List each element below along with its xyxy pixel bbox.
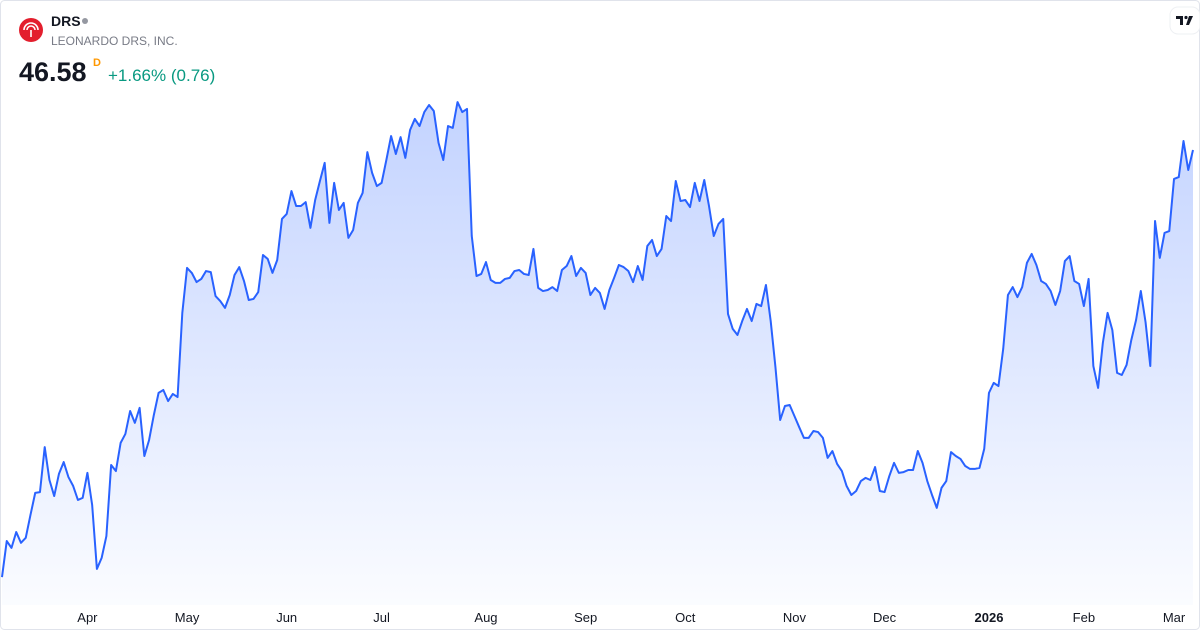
x-tick-label: Oct [675, 610, 696, 625]
x-tick-label: Jun [276, 610, 297, 625]
x-tick-label: Nov [783, 610, 807, 625]
x-tick-label: Sep [574, 610, 597, 625]
x-tick-label: Apr [77, 610, 98, 625]
area-fill [2, 102, 1193, 605]
x-tick-label: Feb [1073, 610, 1095, 625]
price-change: +1.66% (0.76) [108, 66, 215, 85]
plot-area: Apr May Jun Jul Aug Sep Oct Nov Dec 2026 Feb Mar [1, 101, 1194, 625]
x-tick-label: Aug [474, 610, 497, 625]
logo-mark [23, 22, 39, 37]
x-tick-label: 2026 [975, 610, 1004, 625]
price-line [1, 101, 1194, 578]
x-tick-label: Jul [373, 610, 390, 625]
status-dot [82, 18, 88, 24]
x-tick-label: May [175, 610, 200, 625]
company-name: LEONARDO DRS, INC. [51, 34, 178, 48]
x-tick-label: Mar [1163, 610, 1186, 625]
interval: D [93, 57, 101, 69]
x-tick-label: Dec [873, 610, 897, 625]
price: 46.58 [19, 57, 87, 87]
symbol: DRS [51, 13, 81, 29]
tradingview-logo[interactable] [1169, 6, 1200, 35]
